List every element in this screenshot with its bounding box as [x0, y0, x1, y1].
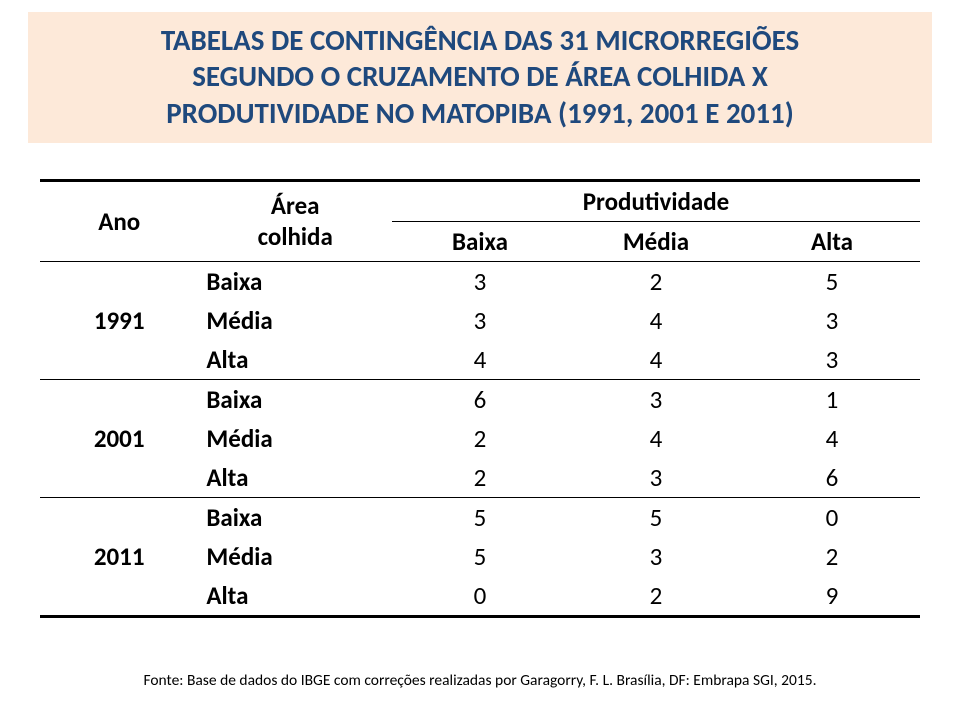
cell: 3: [568, 537, 744, 576]
header-prod: Produtividade: [392, 180, 920, 221]
title-line-3: PRODUTIVIDADE NO MATOPIBA (1991, 2001 E …: [36, 95, 924, 131]
header-area: Área colhida: [198, 180, 392, 261]
row-label: Baixa: [198, 379, 392, 419]
cell: 6: [744, 458, 920, 498]
cell: 3: [568, 379, 744, 419]
table-row: 2011 Baixa 5 5 0: [40, 497, 920, 537]
row-label: Alta: [198, 576, 392, 617]
header-baixa: Baixa: [392, 221, 568, 261]
year-cell: 1991: [40, 261, 198, 379]
header-alta: Alta: [744, 221, 920, 261]
cell: 3: [744, 301, 920, 340]
title-box: TABELAS DE CONTINGÊNCIA DAS 31 MICRORREG…: [28, 12, 932, 143]
cell: 4: [392, 340, 568, 380]
header-area-line1: Área: [206, 190, 384, 221]
table-row: 1991 Baixa 3 2 5: [40, 261, 920, 301]
cell: 4: [568, 340, 744, 380]
header-ano: Ano: [40, 180, 198, 261]
cell: 2: [744, 537, 920, 576]
cell: 3: [744, 340, 920, 380]
row-label: Baixa: [198, 497, 392, 537]
cell: 0: [392, 576, 568, 617]
cell: 2: [568, 261, 744, 301]
cell: 4: [744, 419, 920, 458]
cell: 4: [568, 419, 744, 458]
cell: 5: [392, 537, 568, 576]
row-label: Alta: [198, 340, 392, 380]
header-media: Média: [568, 221, 744, 261]
year-cell: 2011: [40, 497, 198, 616]
row-label: Média: [198, 419, 392, 458]
title-line-2: SEGUNDO O CRUZAMENTO DE ÁREA COLHIDA X: [36, 58, 924, 94]
contingency-table-wrap: Ano Área colhida Produtividade Baixa Méd…: [40, 179, 920, 618]
cell: 1: [744, 379, 920, 419]
cell: 2: [568, 576, 744, 617]
cell: 5: [392, 497, 568, 537]
cell: 5: [744, 261, 920, 301]
cell: 9: [744, 576, 920, 617]
row-label: Alta: [198, 458, 392, 498]
table-row: 2001 Baixa 6 3 1: [40, 379, 920, 419]
cell: 2: [392, 419, 568, 458]
cell: 3: [392, 301, 568, 340]
header-row-1: Ano Área colhida Produtividade: [40, 180, 920, 221]
row-label: Baixa: [198, 261, 392, 301]
footer-note: Fonte: Base de dados do IBGE com correçõ…: [0, 671, 960, 690]
title-line-1: TABELAS DE CONTINGÊNCIA DAS 31 MICRORREG…: [36, 22, 924, 58]
cell: 6: [392, 379, 568, 419]
cell: 4: [568, 301, 744, 340]
cell: 0: [744, 497, 920, 537]
contingency-table: Ano Área colhida Produtividade Baixa Méd…: [40, 179, 920, 618]
year-cell: 2001: [40, 379, 198, 497]
row-label: Média: [198, 537, 392, 576]
table-body: 1991 Baixa 3 2 5 Média 3 4 3 Alta 4 4 3 …: [40, 261, 920, 616]
cell: 3: [392, 261, 568, 301]
header-area-line2: colhida: [206, 221, 384, 252]
cell: 2: [392, 458, 568, 498]
row-label: Média: [198, 301, 392, 340]
cell: 3: [568, 458, 744, 498]
cell: 5: [568, 497, 744, 537]
